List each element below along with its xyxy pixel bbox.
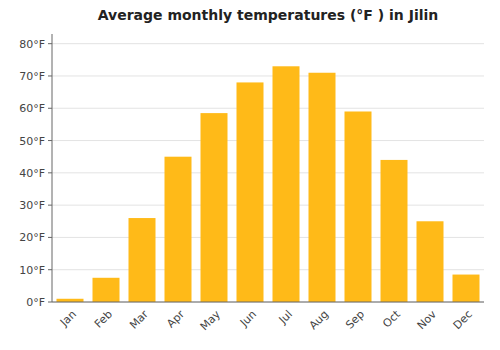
x-tick-label: Apr: [164, 307, 187, 330]
x-tick-label: Nov: [415, 307, 440, 332]
tick-mark: [48, 108, 52, 109]
x-tick-label: Mar: [127, 307, 151, 331]
grid-line: [52, 140, 484, 141]
bar: [309, 73, 336, 302]
x-tick-label: Jan: [57, 308, 79, 330]
y-tick-labels: 0°F 10°F 20°F 30°F 40°F 50°F 60°F 70°F 80°F: [19, 38, 52, 309]
grid-line: [52, 108, 484, 109]
x-tick-label: Aug: [307, 308, 331, 332]
grid-line: [52, 75, 484, 76]
grid-line: [52, 43, 484, 44]
tick-mark: [48, 237, 52, 238]
tick-mark: [48, 43, 52, 44]
y-tick-label: 10°F: [19, 264, 45, 277]
x-tick-label: Jul: [276, 308, 295, 327]
bar: [165, 157, 192, 302]
x-tick-label: Dec: [451, 308, 475, 332]
y-tick-label: 60°F: [19, 102, 45, 115]
bar: [453, 275, 480, 302]
bars: [57, 66, 480, 302]
y-tick-label: 80°F: [19, 38, 45, 51]
x-tick-label: Oct: [380, 307, 403, 330]
grid-line: [52, 172, 484, 173]
y-tick-label: 70°F: [19, 70, 45, 83]
x-tick-labels: Jan Feb Mar Apr May Jun Jul Aug Sep Oct Nov Dec: [57, 307, 475, 333]
y-grid: [52, 44, 484, 302]
y-tick-label: 20°F: [19, 231, 45, 244]
grid-line: [52, 302, 484, 303]
tick-mark: [48, 75, 52, 76]
x-tick-label: May: [198, 307, 224, 333]
chart: Average monthly temperatures (°F ) in Ji…: [0, 0, 500, 350]
bar: [381, 160, 408, 302]
y-tick-label: 30°F: [19, 199, 45, 212]
y-tick-label: 50°F: [19, 135, 45, 148]
y-tick-label: 40°F: [19, 167, 45, 180]
x-tick-label: Sep: [343, 308, 367, 332]
tick-mark: [48, 269, 52, 270]
bar: [201, 113, 228, 302]
tick-mark: [48, 205, 52, 206]
bar: [417, 221, 444, 302]
x-tick-label: Jun: [237, 308, 259, 330]
y-axis-line: [52, 34, 53, 302]
bar: [273, 66, 300, 302]
tick-mark: [48, 140, 52, 141]
bar: [237, 82, 264, 302]
tick-mark: [48, 302, 52, 303]
x-tick-label: Feb: [92, 308, 115, 331]
title: Average monthly temperatures (°F ) in Ji…: [98, 7, 439, 23]
x-axis-line: [52, 302, 484, 303]
bar: [345, 111, 372, 302]
y-tick-label: 0°F: [26, 296, 45, 309]
bar: [129, 218, 156, 302]
grid-line: [52, 205, 484, 206]
bar: [93, 278, 120, 302]
tick-mark: [48, 172, 52, 173]
